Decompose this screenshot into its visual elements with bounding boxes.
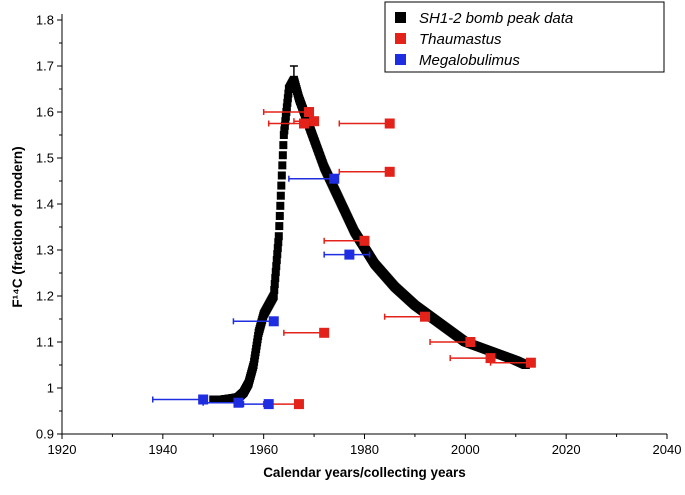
megalobulimus-point (233, 397, 244, 408)
sh1-2-point (521, 361, 530, 369)
axes: 1920 1940 1960 1980 2000 2020 2040 0.9 1 1.1 1.2 1.… (10, 13, 681, 481)
y-tick-label: 1.3 (36, 243, 54, 258)
x-tick-label: 1960 (249, 442, 278, 457)
y-tick-label: 1.5 (36, 151, 54, 166)
sh1-2-point (273, 244, 282, 253)
megalobulimus-point (263, 399, 274, 410)
legend-label-0: SH1-2 bomb peak data (419, 10, 573, 27)
sh1-2-point (283, 98, 292, 107)
legend-marker-1 (395, 33, 406, 44)
sh1-2-point (271, 274, 280, 283)
thaumastus-point (359, 235, 370, 246)
sh1-2-point (274, 238, 283, 247)
sh1-2-point (280, 126, 289, 135)
megalobulimus-point (344, 249, 355, 260)
y-axis-title: F¹⁴C (fraction of modern) (10, 146, 25, 307)
sh1-2-point (275, 222, 284, 231)
sh1-2-point (278, 161, 287, 170)
x-tick-label: 1980 (350, 442, 379, 457)
y-tick-label: 1.7 (36, 59, 54, 74)
series-megalobulimus (152, 173, 371, 410)
sh1-2-point (278, 151, 287, 160)
x-tick-label: 2040 (653, 442, 682, 457)
sh1-2-point (277, 181, 286, 190)
y-tick-label: 1.4 (36, 197, 54, 212)
sh1-2-point (282, 103, 291, 112)
legend-label-2: Megalobulimus (419, 52, 520, 69)
y-tick-label: 0.9 (36, 427, 54, 442)
sh1-2-point (284, 89, 293, 98)
thaumastus-point (293, 399, 304, 410)
sh1-2-point (270, 286, 279, 295)
sh1-2-point (269, 292, 278, 300)
sh1-2-point (279, 141, 288, 150)
legend-marker-2 (395, 54, 406, 65)
thaumastus-point (525, 357, 536, 368)
plot-area (152, 65, 536, 410)
thaumastus-point (319, 327, 330, 338)
thaumastus-point (309, 116, 320, 127)
series-thaumastus (262, 107, 536, 410)
x-axis-title: Calendar years/collecting years (263, 465, 466, 480)
legend-marker-0 (395, 12, 406, 23)
sh1-2-point (281, 112, 290, 121)
thaumastus-point (465, 337, 476, 347)
thaumastus-point (384, 166, 395, 177)
legend-box (384, 1, 665, 73)
thaumastus-point (485, 353, 496, 364)
y-tick-label: 1.8 (36, 13, 54, 28)
thaumastus-point (299, 118, 309, 129)
sh1-2-point (280, 121, 289, 130)
sh1-2-point (283, 94, 292, 103)
x-tick-label: 2000 (451, 442, 480, 457)
thaumastus-point (420, 311, 430, 322)
x-tick-label: 1940 (148, 442, 177, 457)
sh1-2-point (271, 268, 280, 277)
megalobulimus-point (198, 394, 209, 405)
megalobulimus-point (329, 173, 340, 184)
sh1-2-point (272, 256, 281, 265)
sh1-2-point (274, 232, 283, 241)
legend: SH1-2 bomb peak data Thaumastus Megalobuli… (384, 1, 665, 73)
x-tick-label: 2020 (552, 442, 581, 457)
series-sh1-2 (209, 65, 530, 404)
sh1-2-point (272, 262, 281, 271)
sh1-2-point (277, 171, 286, 180)
megalobulimus-point (268, 316, 279, 327)
thaumastus-point (384, 118, 395, 129)
x-tick-label: 1920 (48, 442, 77, 457)
sh1-2-point (270, 280, 279, 289)
y-tick-label: 1 (47, 381, 54, 396)
y-tick-label: 1.2 (36, 289, 54, 304)
sh1-2-point (276, 191, 285, 200)
thaumastus-point (304, 107, 315, 117)
y-tick-label: 1.1 (36, 335, 54, 350)
y-tick-label: 1.6 (36, 105, 54, 120)
sh1-2-point (275, 211, 284, 220)
sh1-2-point (279, 131, 288, 139)
legend-label-1: Thaumastus (419, 31, 502, 48)
sh1-2-point (281, 117, 290, 126)
sh1-2-point (273, 250, 282, 259)
sh1-2-point (276, 201, 285, 210)
